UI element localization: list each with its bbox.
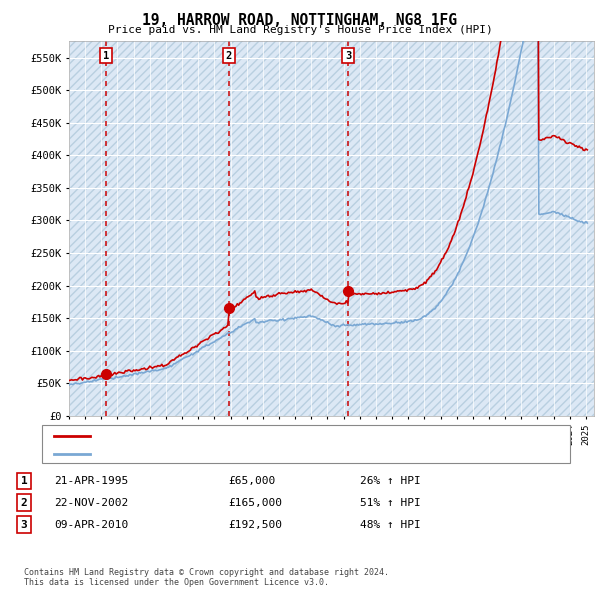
Text: 19, HARROW ROAD, NOTTINGHAM, NG8 1FG: 19, HARROW ROAD, NOTTINGHAM, NG8 1FG [143, 13, 458, 28]
Text: 48% ↑ HPI: 48% ↑ HPI [360, 520, 421, 529]
Text: 22-NOV-2002: 22-NOV-2002 [54, 498, 128, 507]
Text: 21-APR-1995: 21-APR-1995 [54, 476, 128, 486]
Text: 1: 1 [103, 51, 109, 61]
Text: 26% ↑ HPI: 26% ↑ HPI [360, 476, 421, 486]
Text: £65,000: £65,000 [228, 476, 275, 486]
Text: 3: 3 [345, 51, 351, 61]
Text: Contains HM Land Registry data © Crown copyright and database right 2024.
This d: Contains HM Land Registry data © Crown c… [24, 568, 389, 587]
Text: 51% ↑ HPI: 51% ↑ HPI [360, 498, 421, 507]
Text: 2: 2 [226, 51, 232, 61]
Text: 3: 3 [20, 520, 28, 529]
Text: Price paid vs. HM Land Registry's House Price Index (HPI): Price paid vs. HM Land Registry's House … [107, 25, 493, 35]
Text: 2: 2 [20, 498, 28, 507]
Text: 19, HARROW ROAD, NOTTINGHAM, NG8 1FG (detached house): 19, HARROW ROAD, NOTTINGHAM, NG8 1FG (de… [99, 431, 430, 441]
Text: 1: 1 [20, 476, 28, 486]
Text: £192,500: £192,500 [228, 520, 282, 529]
Text: 09-APR-2010: 09-APR-2010 [54, 520, 128, 529]
Text: £165,000: £165,000 [228, 498, 282, 507]
Text: HPI: Average price, detached house, City of Nottingham: HPI: Average price, detached house, City… [99, 448, 437, 458]
